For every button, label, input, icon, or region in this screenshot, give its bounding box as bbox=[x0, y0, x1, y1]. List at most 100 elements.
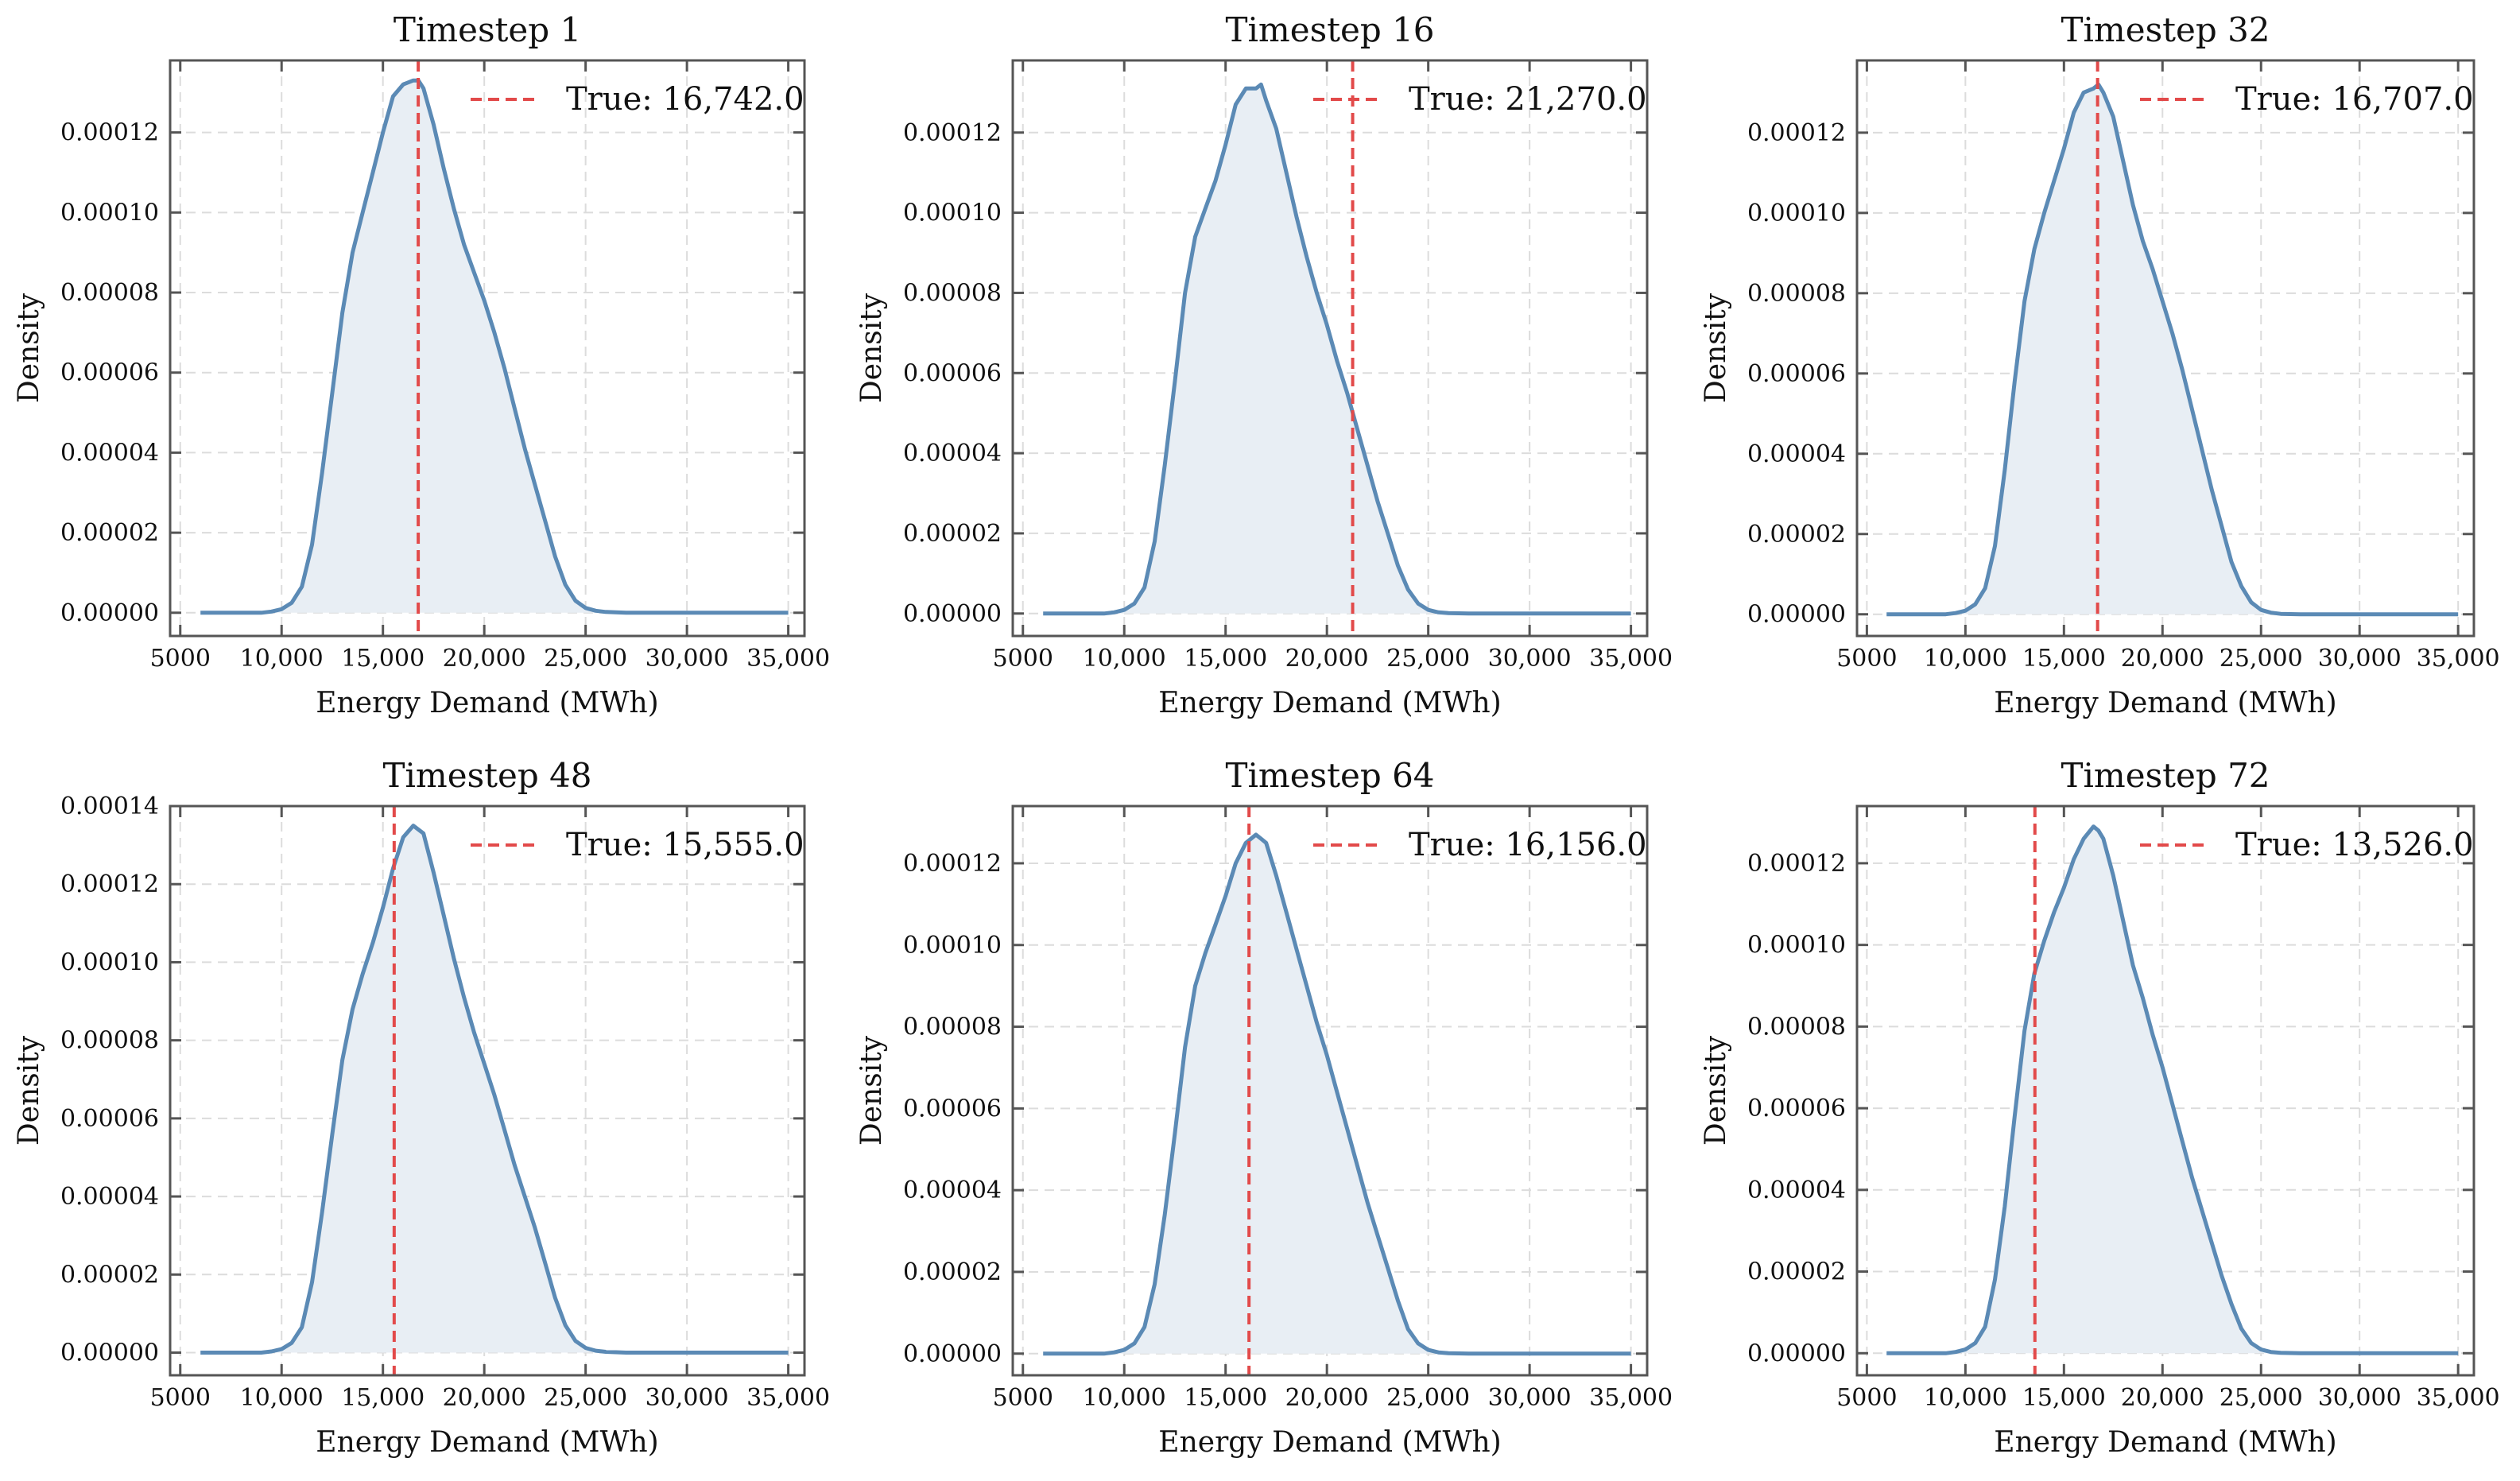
y-tick-label: 0.00006 bbox=[1747, 360, 1846, 388]
x-tick-label: 5000 bbox=[1836, 645, 1897, 673]
axes-frame bbox=[1011, 59, 1649, 638]
x-tick-label: 15,000 bbox=[1184, 1384, 1267, 1412]
x-tick-label: 20,000 bbox=[1285, 645, 1369, 673]
x-tick-label: 10,000 bbox=[1083, 1384, 1166, 1412]
subplot-6: 5000 10,000 15,000 20,000 25,000 30,000 35,000… bbox=[1700, 756, 2500, 1459]
axes-frame bbox=[1855, 59, 2475, 638]
x-tick-label: 30,000 bbox=[646, 645, 729, 673]
subplot-1: 5000 10,000 15,000 20,000 25,000 30,000 35,000… bbox=[13, 10, 830, 719]
x-tick-label: 35,000 bbox=[746, 1384, 830, 1412]
y-tick-label: 0.00008 bbox=[903, 1014, 1002, 1041]
x-axis-label: Energy Demand (MWh) bbox=[1994, 687, 2336, 719]
y-tick-label: 0.00004 bbox=[1747, 1177, 1846, 1204]
axes-frame bbox=[1011, 804, 1649, 1377]
x-tick-label: 5000 bbox=[1836, 1384, 1897, 1412]
y-tick-label: 0.00012 bbox=[903, 119, 1002, 147]
y-tick-label: 0.00008 bbox=[1747, 280, 1846, 308]
x-tick-label: 5000 bbox=[993, 645, 1053, 673]
y-tick-label: 0.00012 bbox=[60, 870, 159, 898]
x-tick-label: 30,000 bbox=[2318, 645, 2402, 673]
y-tick-label: 0.00008 bbox=[60, 1027, 159, 1055]
x-tick-label: 35,000 bbox=[746, 645, 830, 673]
x-tick-label: 35,000 bbox=[1589, 645, 1673, 673]
y-axis-label: Density bbox=[13, 293, 45, 403]
x-tick-label: 15,000 bbox=[341, 645, 425, 673]
x-tick-label: 5000 bbox=[150, 1384, 211, 1412]
x-tick-label: 35,000 bbox=[2417, 645, 2500, 673]
legend-label: True: 16,742.0 bbox=[566, 81, 804, 118]
y-tick-label: 0.00000 bbox=[903, 600, 1002, 628]
y-tick-label: 0.00006 bbox=[60, 1105, 159, 1133]
x-tick-label: 15,000 bbox=[341, 1384, 425, 1412]
y-tick-label: 0.00006 bbox=[1747, 1095, 1846, 1122]
density-area bbox=[1043, 84, 1631, 614]
x-tick-label: 20,000 bbox=[2121, 645, 2204, 673]
legend-label: True: 16,707.0 bbox=[2235, 81, 2474, 118]
density-curve bbox=[1043, 832, 1631, 1356]
subplot-3: 5000 10,000 15,000 20,000 25,000 30,000 35,000… bbox=[1700, 10, 2500, 719]
density-area bbox=[1886, 84, 2459, 614]
x-tick-label: 30,000 bbox=[1488, 645, 1572, 673]
x-tick-label: 25,000 bbox=[2220, 1384, 2303, 1412]
y-tick-label: 0.00008 bbox=[60, 279, 159, 307]
y-axis-label: Density bbox=[855, 1035, 888, 1146]
x-tick-label: 15,000 bbox=[2022, 645, 2106, 673]
x-tick-label: 25,000 bbox=[1386, 645, 1470, 673]
density-curve bbox=[200, 824, 789, 1355]
x-tick-label: 25,000 bbox=[2220, 645, 2303, 673]
x-tick-label: 20,000 bbox=[443, 645, 526, 673]
x-tick-label: 20,000 bbox=[2121, 1384, 2204, 1412]
x-tick-label: 30,000 bbox=[1488, 1384, 1572, 1412]
y-tick-label: 0.00006 bbox=[903, 1095, 1002, 1122]
density-area bbox=[1886, 826, 2459, 1354]
x-tick-label: 30,000 bbox=[646, 1384, 729, 1412]
y-tick-label: 0.00010 bbox=[1747, 932, 1846, 960]
x-tick-label: 10,000 bbox=[1924, 1384, 2007, 1412]
y-tick-label: 0.00006 bbox=[903, 359, 1002, 387]
y-axis-label: Density bbox=[1700, 293, 1732, 403]
x-axis-label: Energy Demand (MWh) bbox=[316, 687, 658, 719]
y-tick-label: 0.00000 bbox=[903, 1340, 1002, 1368]
x-tick-label: 20,000 bbox=[1285, 1384, 1369, 1412]
subplot-title: Timestep 48 bbox=[382, 756, 591, 795]
y-tick-label: 0.00004 bbox=[903, 1177, 1002, 1204]
y-tick-label: 0.00004 bbox=[60, 1183, 159, 1211]
x-tick-label: 5000 bbox=[993, 1384, 1053, 1412]
y-tick-label: 0.00012 bbox=[1747, 119, 1846, 147]
density-curve bbox=[1043, 82, 1631, 616]
y-tick-label: 0.00000 bbox=[1747, 601, 1846, 629]
x-tick-label: 25,000 bbox=[1386, 1384, 1470, 1412]
subplot-title: Timestep 1 bbox=[394, 10, 581, 49]
x-tick-label: 15,000 bbox=[2022, 1384, 2106, 1412]
y-tick-label: 0.00012 bbox=[1747, 850, 1846, 878]
x-tick-label: 10,000 bbox=[1083, 645, 1166, 673]
x-tick-label: 25,000 bbox=[544, 645, 627, 673]
y-tick-label: 0.00002 bbox=[60, 519, 159, 547]
y-tick-label: 0.00000 bbox=[1747, 1339, 1846, 1367]
legend-label: True: 21,270.0 bbox=[1409, 81, 1647, 118]
axes-frame bbox=[1855, 804, 2475, 1377]
y-tick-label: 0.00002 bbox=[903, 1258, 1002, 1286]
y-tick-label: 0.00012 bbox=[903, 850, 1002, 878]
y-tick-label: 0.00000 bbox=[60, 599, 159, 627]
y-tick-label: 0.00004 bbox=[1747, 440, 1846, 468]
y-tick-label: 0.00010 bbox=[903, 932, 1002, 960]
y-tick-label: 0.00010 bbox=[1747, 200, 1846, 227]
y-axis-label: Density bbox=[13, 1035, 45, 1146]
axes-frame bbox=[169, 804, 806, 1377]
x-tick-label: 15,000 bbox=[1184, 645, 1267, 673]
density-curve bbox=[1886, 824, 2459, 1355]
legend-label: True: 15,555.0 bbox=[566, 827, 804, 863]
axes-frame bbox=[169, 59, 806, 638]
x-tick-label: 20,000 bbox=[443, 1384, 526, 1412]
y-tick-label: 0.00002 bbox=[1747, 1258, 1846, 1286]
density-area bbox=[200, 825, 789, 1353]
subplot-title: Timestep 32 bbox=[2061, 10, 2270, 49]
x-tick-label: 10,000 bbox=[240, 645, 324, 673]
x-tick-label: 35,000 bbox=[1589, 1384, 1673, 1412]
x-tick-label: 10,000 bbox=[1924, 645, 2007, 673]
subplot-title: Timestep 16 bbox=[1225, 10, 1434, 49]
y-tick-label: 0.00010 bbox=[60, 948, 159, 976]
density-curve bbox=[1886, 82, 2459, 617]
